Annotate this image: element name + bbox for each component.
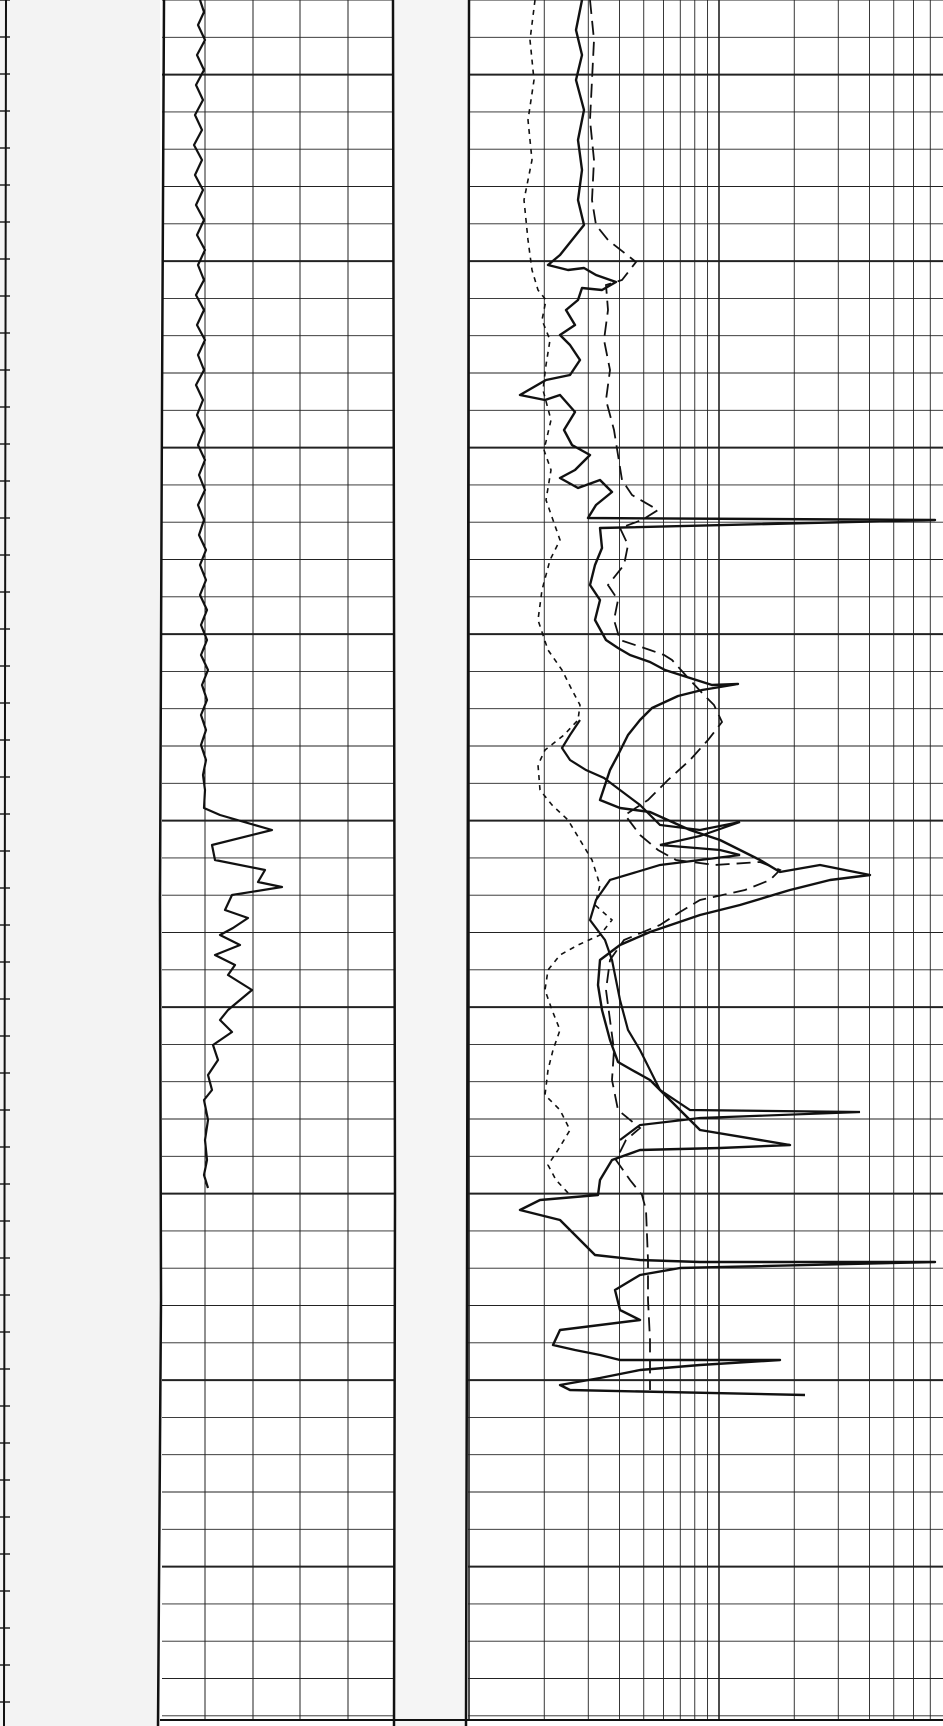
track1-left-border xyxy=(156,0,166,1726)
track2-spike-curve xyxy=(560,719,861,1141)
track1-right-border xyxy=(391,0,397,1726)
far-left-border xyxy=(3,0,7,1726)
left-margin-shade xyxy=(0,0,160,1726)
track2-solid-curve xyxy=(518,0,937,1397)
track2-long-dashed-curve xyxy=(589,0,782,1390)
depth-column-shade xyxy=(395,0,467,1726)
track1-trace xyxy=(192,0,284,1189)
track1-grid xyxy=(162,0,394,1720)
track2-left-border xyxy=(464,0,471,1726)
track2-grid xyxy=(468,0,943,1720)
track1-background xyxy=(160,0,395,1726)
